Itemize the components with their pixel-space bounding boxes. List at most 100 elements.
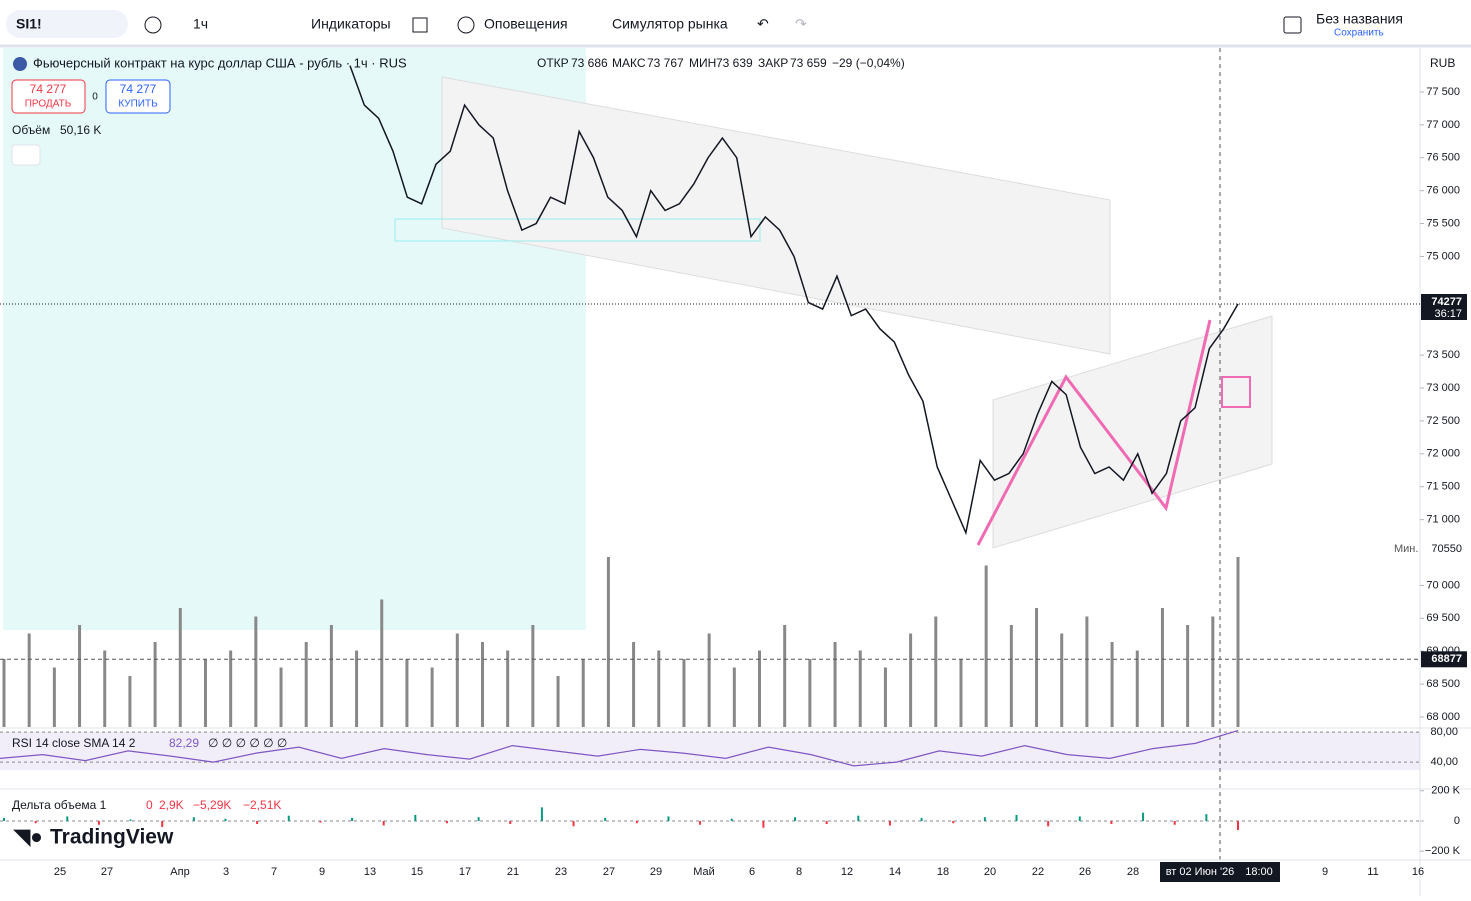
rsi-title: RSI 14 close SMA 14 2: [12, 736, 136, 750]
x-tick-label: 13: [364, 866, 376, 878]
redo[interactable]: ↷: [795, 16, 807, 32]
x-tick-label: 16: [1412, 866, 1424, 878]
delta-reading: −5,29K: [193, 798, 231, 812]
channel-2: [992, 315, 1273, 549]
compare-icon[interactable]: [144, 16, 162, 34]
buy-button[interactable]: [105, 79, 171, 114]
delta-title: Дельта объема 1: [12, 798, 107, 812]
volume-bar: [1085, 616, 1089, 727]
volume-bar: [1060, 633, 1064, 727]
templates-icon[interactable]: [412, 17, 428, 33]
symbol[interactable]: SI1!: [16, 16, 42, 32]
volume-bar: [1009, 625, 1013, 727]
volume-bar: [833, 642, 837, 727]
volume-bar: [858, 650, 862, 727]
box: [394, 218, 761, 242]
buy-label[interactable]: КУПИТЬ: [118, 99, 158, 110]
volume-bar: [229, 650, 233, 727]
volume-bar: [984, 565, 988, 727]
volume-label: Объём: [12, 123, 50, 137]
volume-bar: [1186, 625, 1190, 727]
x-tick-label: Апр: [170, 866, 189, 878]
currency[interactable]: RUB: [1430, 56, 1455, 70]
layout-name[interactable]: Без названия: [1316, 11, 1403, 27]
delta-bar: [319, 820, 322, 823]
volume-bar: [1135, 650, 1139, 727]
volume-bar: [808, 659, 812, 727]
volume-value: 50,16 K: [60, 123, 101, 137]
volume-bar: [632, 642, 636, 727]
volume-bar: [279, 667, 283, 727]
delta-bar: [287, 815, 290, 821]
brand: TradingView: [50, 826, 174, 849]
volume-bar: [707, 633, 711, 727]
volume-bar: [455, 633, 459, 727]
x-tick-label: 3: [223, 866, 229, 878]
layout-icon[interactable]: [1283, 16, 1302, 34]
y-tick-label: 75 000: [1426, 250, 1460, 262]
x-tick-label: 28: [1127, 866, 1139, 878]
x-tick-label: 27: [603, 866, 615, 878]
delta-bar: [888, 820, 891, 826]
alerts-button[interactable]: Оповещения: [484, 16, 568, 32]
y-tick-label: 76 000: [1426, 185, 1460, 197]
x-tick-label: 18:00: [1245, 866, 1273, 878]
x-tick-label: 12: [841, 866, 853, 878]
low-marker-label: Мин.: [1394, 543, 1418, 555]
undo[interactable]: ↶: [757, 16, 769, 32]
delta-bar: [952, 820, 955, 824]
alert-badge: [1421, 651, 1467, 668]
alert-icon[interactable]: [457, 16, 475, 34]
volume-bar: [732, 667, 736, 727]
simulator-button[interactable]: Симулятор рынка: [612, 16, 728, 32]
delta-reading: −2,51K: [243, 798, 281, 812]
volume-bar: [52, 667, 56, 727]
buy-price[interactable]: 74 277: [120, 82, 157, 96]
y-tick-label: 70 000: [1426, 579, 1460, 591]
x-tick-label: 17: [459, 866, 471, 878]
delta-bar: [730, 818, 733, 821]
y-tick-label: 77 000: [1426, 119, 1460, 131]
x-tick-label: вт 02 Июн '26: [1166, 866, 1235, 878]
sell-label[interactable]: ПРОДАТЬ: [25, 99, 72, 110]
sell-price[interactable]: 74 277: [30, 82, 67, 96]
y-tick-label: 76 500: [1426, 152, 1460, 164]
delta-reading: 0: [146, 798, 153, 812]
y-tick-label: 73 000: [1426, 382, 1460, 394]
volume-bar: [606, 557, 610, 727]
symbol-search[interactable]: [6, 10, 128, 38]
volume-bar: [959, 659, 963, 727]
delta-bar: [414, 814, 417, 821]
delta-bar: [509, 820, 512, 824]
delta-bar: [635, 820, 638, 824]
volume-bar: [682, 659, 686, 727]
delta-bar: [699, 820, 702, 825]
delta-bar: [192, 817, 195, 821]
high-value: 73 767: [647, 56, 684, 70]
delta-bar: [129, 819, 132, 821]
volume-bar: [304, 642, 308, 727]
volume-bar: [783, 625, 787, 727]
rsi-tick-label: 80,00: [1430, 726, 1458, 738]
y-tick-label: 73 500: [1426, 349, 1460, 361]
brand-logo: ◥●: [13, 826, 43, 849]
interval[interactable]: 1ч: [193, 16, 208, 32]
volume-bar: [355, 650, 359, 727]
change: −29 (−0,04%): [832, 56, 905, 70]
channel-1: [441, 76, 1111, 355]
delta-bar: [477, 817, 480, 821]
x-tick-label: 21: [507, 866, 519, 878]
volume-bar: [203, 659, 207, 727]
collapse-button[interactable]: [11, 144, 41, 166]
x-tick-label: 26: [1079, 866, 1091, 878]
delta-bar: [762, 820, 765, 828]
x-tick-label: 11: [1367, 866, 1378, 878]
save-link[interactable]: Сохранить: [1334, 28, 1384, 39]
target-box: [1221, 376, 1251, 408]
rsi-value: 82,29: [169, 736, 199, 750]
sell-button[interactable]: [11, 79, 86, 114]
delta-bar: [1047, 820, 1050, 827]
indicators-button[interactable]: Индикаторы: [311, 16, 391, 32]
delta-bar: [1078, 816, 1081, 821]
chart: 68 000 68 500 6 9 0 0 0 69 500 70 000 71 000 71 5…: [0, 65, 1467, 882]
